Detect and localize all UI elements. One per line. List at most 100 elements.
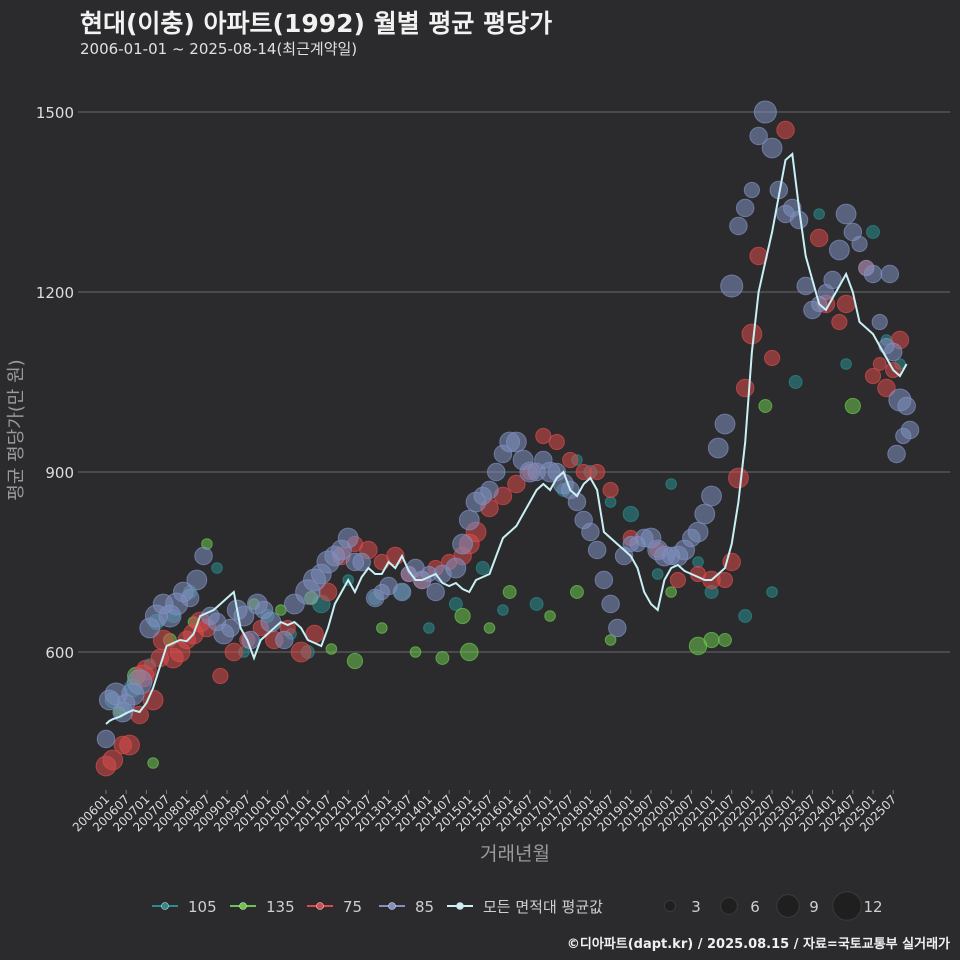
y-ticks: 600 900 1200 1500: [36, 104, 74, 662]
data-point-135: [483, 622, 496, 634]
data-point-85: [260, 611, 282, 633]
data-point-135: [454, 607, 471, 625]
data-point-75: [776, 120, 795, 140]
data-point-75: [809, 228, 829, 248]
data-point-85: [828, 239, 850, 261]
data-point-85: [694, 503, 716, 525]
data-point-75: [130, 705, 149, 725]
data-point-85: [608, 618, 627, 638]
data-point-85: [701, 485, 722, 507]
data-point-75: [735, 378, 755, 398]
data-point-85: [126, 669, 153, 695]
legend-dot: [161, 902, 169, 910]
data-point-85: [871, 313, 888, 331]
data-point-105: [651, 568, 664, 580]
data-point-75: [224, 642, 244, 662]
data-point-105: [622, 505, 639, 523]
data-point-85: [96, 729, 116, 749]
data-point-75: [290, 641, 312, 663]
size-legend-label: 3: [691, 898, 701, 916]
legend-dot: [456, 902, 464, 910]
data-point-135: [325, 643, 338, 655]
data-point-85: [749, 126, 768, 146]
data-point-85: [823, 270, 842, 290]
data-point-105: [423, 622, 435, 634]
data-point-75: [589, 463, 606, 481]
data-point-75: [548, 433, 565, 451]
legend-dot: [239, 902, 247, 910]
data-point-85: [707, 437, 729, 459]
data-point-75: [535, 427, 552, 445]
data-point-135: [460, 642, 479, 662]
legend-label: 75: [343, 898, 362, 916]
data-point-135: [718, 633, 732, 647]
legend-dot: [388, 902, 396, 910]
x-axis-label: 거래년월: [480, 843, 550, 865]
data-point-105: [866, 225, 880, 239]
data-point-105: [840, 358, 852, 370]
data-point-75: [864, 367, 882, 385]
y-axis-label: 평균 평당가(만 원): [6, 359, 27, 500]
data-point-85: [587, 540, 607, 560]
data-point-105: [788, 375, 803, 389]
data-point-75: [669, 571, 686, 589]
size-legend-circle: [664, 900, 676, 912]
size-legend: 3 6 9 12: [664, 891, 883, 921]
data-point-75: [716, 571, 734, 589]
data-point-105: [692, 556, 704, 568]
data-point-135: [570, 585, 584, 599]
data-point-85: [863, 264, 883, 284]
data-point-85: [714, 413, 736, 435]
data-point-75: [831, 313, 848, 331]
size-legend-circle: [720, 897, 738, 915]
data-point-85: [186, 569, 208, 591]
caption: ©디아파트(dapt.kr) / 2025.08.15 / 자료=국토교통부 실…: [566, 937, 950, 952]
size-legend-label: 9: [809, 898, 819, 916]
data-point-85: [720, 274, 744, 298]
data-point-85: [445, 557, 467, 579]
legend-label: 135: [266, 898, 295, 916]
data-point-105: [448, 597, 463, 611]
data-point-75: [728, 467, 749, 489]
y-tick-label: 900: [45, 464, 74, 482]
data-point-85: [275, 630, 294, 650]
chart-subtitle: 2006-01-01 ~ 2025-08-14(최근계약일): [80, 40, 358, 58]
data-point-85: [194, 546, 213, 566]
data-point-135: [346, 652, 364, 670]
data-point-75: [562, 451, 579, 469]
data-point-75: [212, 667, 229, 685]
data-point-85: [594, 570, 614, 590]
data-point-105: [766, 586, 778, 598]
data-point-85: [337, 527, 359, 549]
data-point-75: [741, 323, 763, 345]
data-point-85: [426, 582, 445, 602]
y-tick-label: 600: [45, 644, 74, 662]
data-point-85: [452, 533, 473, 555]
legend-label: 85: [415, 898, 434, 916]
legend-label: 모든 면적대 평균값: [483, 898, 603, 916]
data-point-75: [142, 689, 164, 711]
data-point-105: [738, 609, 753, 623]
size-legend-circle: [776, 894, 800, 918]
data-point-135: [758, 399, 773, 413]
data-point-85: [458, 509, 480, 531]
data-point-135: [409, 646, 422, 658]
data-point-135: [703, 631, 720, 649]
y-tick-label: 1200: [36, 284, 74, 302]
data-point-75: [507, 474, 526, 494]
data-point-85: [729, 216, 748, 236]
data-point-85: [883, 342, 903, 362]
data-point-85: [900, 420, 920, 440]
y-tick-label: 1500: [36, 104, 74, 122]
data-point-75: [836, 294, 856, 314]
average-line-path: [105, 151, 908, 725]
data-point-85: [887, 444, 906, 464]
data-point-85: [221, 618, 240, 638]
data-point-85: [506, 431, 527, 453]
data-point-75: [872, 357, 887, 371]
legend: 105 135 75 85 모든 면적대 평균값: [152, 898, 603, 916]
data-point-85: [743, 181, 760, 199]
data-point-135: [147, 757, 159, 769]
data-point-85: [581, 522, 600, 542]
